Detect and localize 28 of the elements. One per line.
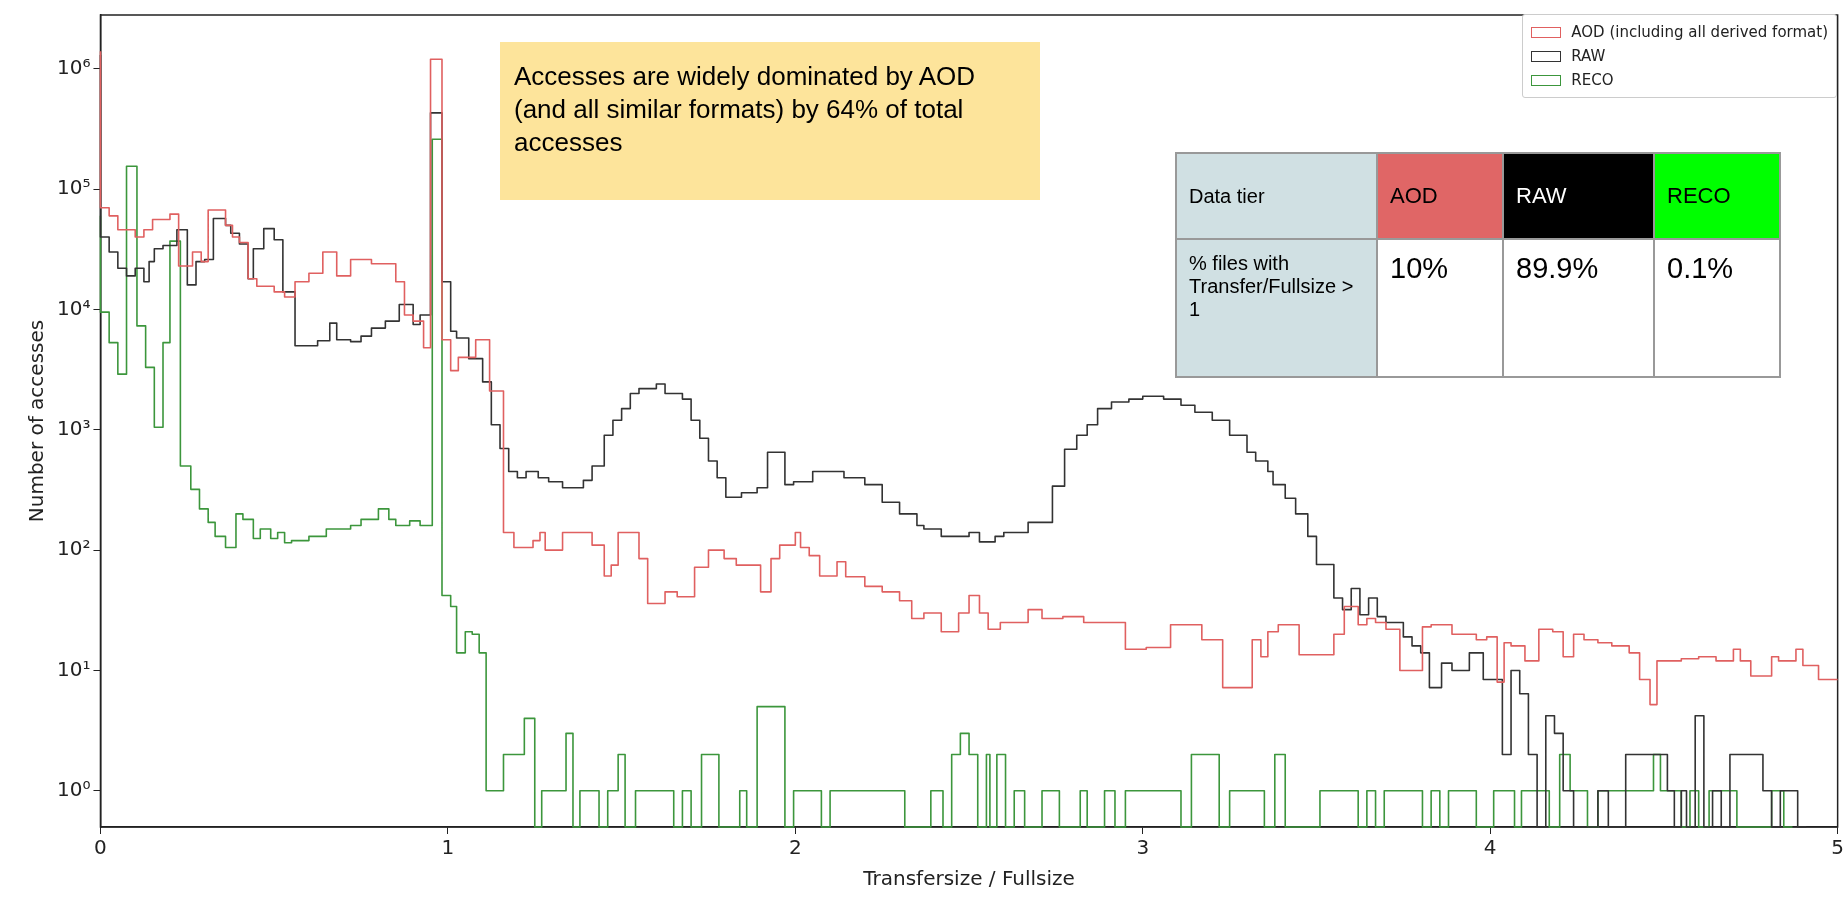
text: Data tier: [1176, 153, 1377, 239]
category-label: RECO: [1654, 153, 1780, 239]
annotation: Accesses are widely dominated by AOD (and all similar formats) by 64% of total accesses: [514, 60, 976, 159]
y-tick-label: 10⁰: [57, 776, 91, 801]
x-tick-label: 2: [788, 835, 802, 860]
legend-label: RECO: [1571, 71, 1614, 89]
text: % files with Transfer/Fullsize > 1: [1176, 239, 1377, 377]
y-tick-label: 10¹: [57, 656, 91, 681]
y-tick-label: 10⁶: [57, 55, 91, 80]
x-tick-label: 0: [94, 835, 107, 860]
y-tick-label: 10²: [57, 536, 91, 561]
x-tick-label: 5: [1831, 835, 1844, 860]
annotation: 0.1%: [1654, 239, 1780, 377]
category-label: AOD: [1377, 153, 1503, 239]
annotation: 89.9%: [1503, 239, 1654, 377]
y-tick-label: 10⁴: [57, 295, 91, 320]
x-tick-label: 4: [1483, 835, 1497, 860]
x-axis-title: Transfersize / Fullsize: [862, 866, 1075, 891]
category-label: RAW: [1503, 153, 1654, 239]
y-tick-label: 10³: [57, 415, 91, 440]
callout-box: Accesses are widely dominated by AOD (and all similar formats) by 64% of total accesses: [500, 42, 1040, 200]
y-axis-title: Number of accesses: [24, 319, 49, 523]
legend-label: RAW: [1571, 47, 1606, 65]
x-tick-label: 3: [1136, 835, 1150, 860]
y-tick-label: 10⁵: [57, 175, 91, 200]
legend-label: AOD (including all derived format): [1571, 23, 1828, 41]
x-tick-label: 1: [441, 835, 455, 860]
annotation: 10%: [1377, 239, 1503, 377]
